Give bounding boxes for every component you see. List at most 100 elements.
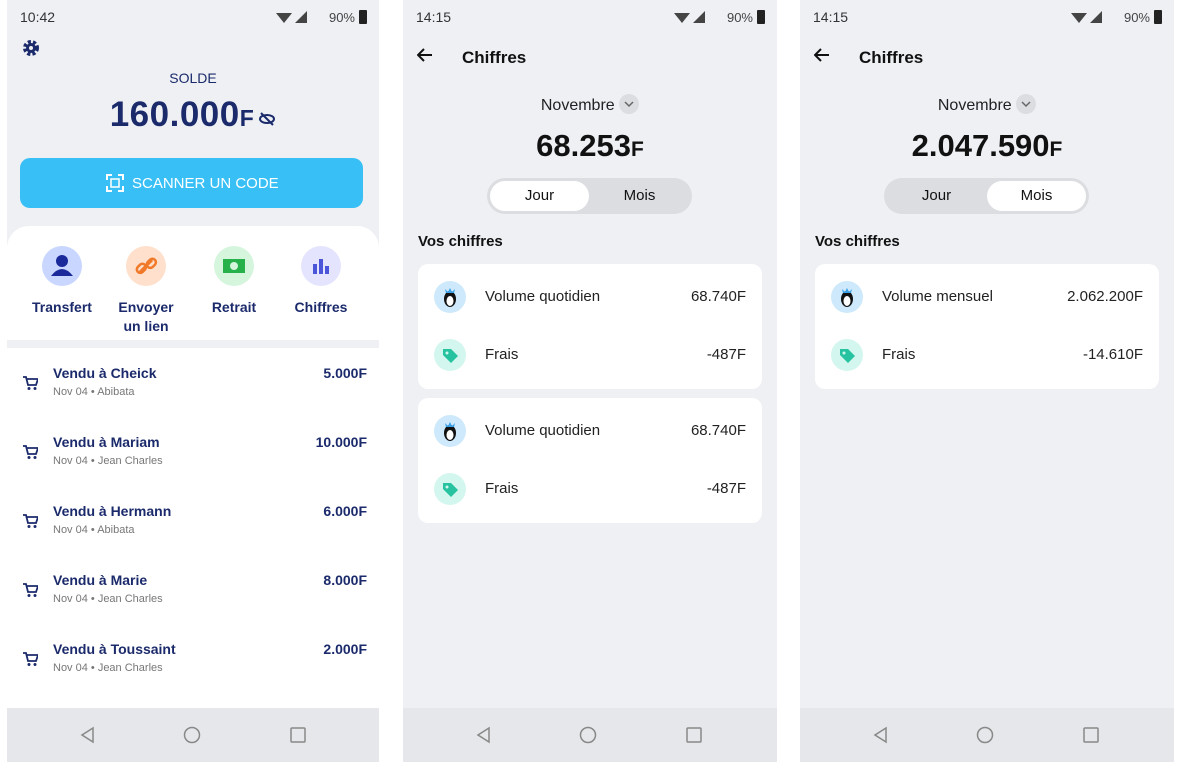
action[interactable]: Chiffres: [276, 246, 366, 346]
nav-back[interactable]: [79, 726, 97, 749]
period-tab[interactable]: Jour: [490, 181, 589, 211]
stats-value: 68.740F: [690, 422, 746, 439]
back-button[interactable]: [416, 48, 433, 67]
transaction-amount: 2.000F: [323, 641, 367, 657]
cart-icon: [22, 513, 40, 534]
stats-row: Frais -487F: [418, 473, 762, 505]
stats-label: Volume mensuel: [882, 288, 993, 305]
total: 68.253F: [403, 128, 777, 164]
month-selector[interactable]: Novembre: [403, 94, 777, 115]
stats-label: Frais: [882, 346, 916, 363]
transaction-title: Vendu à Cheick: [53, 365, 157, 381]
scan-label: SCANNER UN CODE: [132, 175, 279, 192]
transaction-amount: 6.000F: [323, 503, 367, 519]
total-amount: 68.253: [536, 128, 631, 163]
fee-icon: [434, 339, 466, 376]
transaction[interactable]: Vendu à Toussaint Nov 04 • Jean Charles 2.…: [7, 641, 379, 685]
volume-icon: [434, 281, 466, 318]
transaction-subtitle: Nov 04 • Jean Charles: [53, 593, 163, 605]
action[interactable]: Retrait: [189, 246, 279, 346]
actions-panel: Transfert Envoyer un lien Retrait Chiffres V…: [7, 226, 379, 762]
cart-icon: [22, 582, 40, 603]
stats-screen: 14:15 90% Chiffres Novembre 2.047.590F Jour M…: [800, 0, 1174, 762]
scan-button[interactable]: SCANNER UN CODE: [20, 158, 363, 208]
stats-value: -487F: [706, 480, 746, 497]
signal-icons: [673, 10, 707, 29]
transaction-amount: 8.000F: [323, 572, 367, 588]
volume-icon: [831, 281, 863, 318]
nav-home[interactable]: [976, 726, 994, 749]
total-currency: F: [1049, 138, 1063, 161]
total: 2.047.590F: [800, 128, 1174, 164]
transaction-title: Vendu à Marie: [53, 572, 148, 588]
fee-icon: [434, 473, 466, 510]
transaction-title: Vendu à Toussaint: [53, 641, 176, 657]
battery-icon: [756, 9, 766, 30]
nav-recent[interactable]: [1082, 726, 1100, 749]
signal-icons: [1070, 10, 1104, 29]
cart-icon: [22, 444, 40, 465]
nav-back[interactable]: [475, 726, 493, 749]
status-time: 14:15: [416, 9, 452, 25]
settings-button[interactable]: [21, 38, 41, 63]
stats-value: -14.610F: [1082, 346, 1143, 363]
balance-amount: 160.000: [109, 95, 240, 134]
month-chevron: [1012, 94, 1037, 114]
stats-row: Volume mensuel 2.062.200F: [815, 281, 1159, 313]
stats-value: 68.740F: [690, 288, 746, 305]
hide-balance[interactable]: [254, 112, 276, 130]
back-button[interactable]: [813, 48, 830, 67]
period-tab[interactable]: Jour: [921, 187, 952, 204]
nav-home[interactable]: [183, 726, 201, 749]
month-label: Novembre: [540, 97, 615, 114]
section-title: Vos chiffres: [815, 233, 900, 250]
action-label: Chiffres: [294, 299, 348, 315]
total-amount: 2.047.590: [911, 128, 1050, 163]
divider: [7, 340, 379, 348]
stats-card: Volume quotidien 68.740F Frais -487F: [418, 398, 762, 523]
month-selector[interactable]: Novembre: [800, 94, 1174, 115]
period-toggle: Jour Mois: [487, 178, 692, 214]
action-icon: [126, 246, 166, 291]
transaction[interactable]: Vendu à Marie Nov 04 • Jean Charles 8.000F: [7, 572, 379, 616]
battery-level: 90%: [328, 10, 355, 25]
action[interactable]: Transfert: [17, 246, 107, 346]
nav-home[interactable]: [579, 726, 597, 749]
period-tab[interactable]: Mois: [987, 181, 1086, 211]
transaction[interactable]: Vendu à Cheick Nov 04 • Abibata 5.000F: [7, 365, 379, 409]
battery-icon: [1153, 9, 1163, 30]
transaction[interactable]: Vendu à Hermann Nov 04 • Abibata 6.000F: [7, 503, 379, 547]
volume-icon: [434, 415, 466, 452]
transaction-title: Vendu à Hermann: [53, 503, 172, 519]
battery-level: 90%: [726, 10, 753, 25]
stats-screen: 14:15 90% Chiffres Novembre 68.253F Jour Mois…: [403, 0, 777, 762]
stats-row: Volume quotidien 68.740F: [418, 281, 762, 313]
month-label: Novembre: [937, 97, 1012, 114]
nav-back[interactable]: [872, 726, 890, 749]
nav-recent[interactable]: [289, 726, 307, 749]
balance-currency: F: [239, 105, 254, 131]
nav-bar: [7, 708, 379, 762]
transaction-subtitle: Nov 04 • Jean Charles: [53, 662, 163, 674]
period-tab[interactable]: Mois: [623, 187, 656, 204]
transaction[interactable]: Vendu à Mariam Nov 04 • Jean Charles 10.00…: [7, 434, 379, 478]
balance: 160.000F: [7, 95, 379, 135]
action[interactable]: Envoyer un lien: [101, 246, 191, 346]
stats-card: Volume mensuel 2.062.200F Frais -14.610F: [815, 264, 1159, 389]
transaction-subtitle: Nov 04 • Abibata: [53, 386, 135, 398]
fee-icon: [831, 339, 863, 376]
nav-bar: [403, 708, 777, 762]
nav-recent[interactable]: [685, 726, 703, 749]
action-icon: [42, 246, 82, 291]
battery-level: 90%: [1123, 10, 1150, 25]
cart-icon: [22, 651, 40, 672]
period-toggle: Jour Mois: [884, 178, 1089, 214]
scan-icon: [105, 173, 125, 198]
action-label: Retrait: [211, 299, 257, 315]
stats-value: 2.062.200F: [1067, 288, 1143, 305]
stats-label: Frais: [485, 346, 519, 363]
battery-icon: [358, 9, 368, 30]
stats-label: Volume quotidien: [485, 288, 601, 305]
stats-row: Volume quotidien 68.740F: [418, 415, 762, 447]
status-time: 14:15: [813, 9, 849, 25]
